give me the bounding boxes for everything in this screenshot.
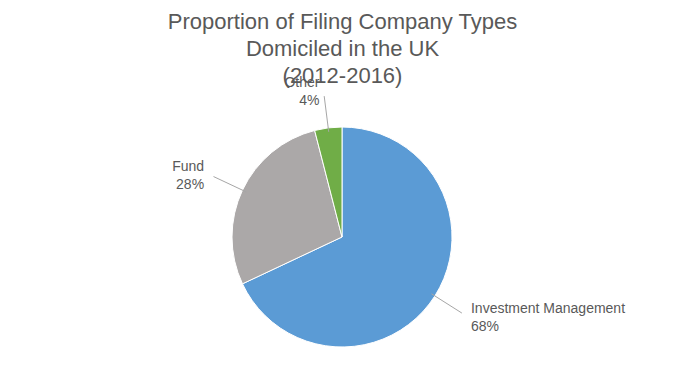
svg-text:Fund28%: Fund28% xyxy=(172,158,204,192)
svg-text:Other4%: Other4% xyxy=(284,74,319,108)
svg-text:Investment Management68%: Investment Management68% xyxy=(471,300,625,334)
